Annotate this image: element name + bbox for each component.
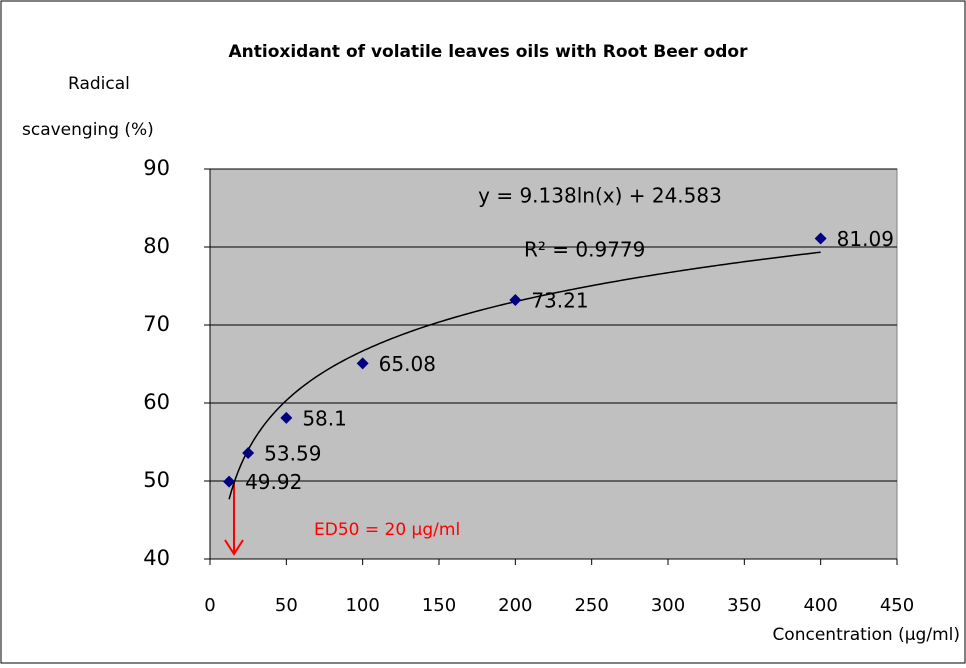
data-point bbox=[509, 293, 522, 306]
data-label: 53.59 bbox=[264, 441, 321, 465]
y-axis-label: scavenging (%) bbox=[22, 120, 154, 140]
annotation: ED50 = 20 µg/ml bbox=[314, 520, 460, 540]
x-tick-label: 150 bbox=[422, 595, 456, 616]
data-point bbox=[814, 232, 827, 245]
x-tick-label: 50 bbox=[275, 595, 298, 616]
data-point bbox=[242, 446, 255, 459]
data-point bbox=[280, 411, 293, 424]
chart-title: Antioxidant of volatile leaves oils with… bbox=[228, 42, 748, 62]
data-point bbox=[223, 475, 236, 488]
y-tick-label: 50 bbox=[143, 468, 170, 492]
y-tick-label: 70 bbox=[143, 312, 170, 336]
x-tick-label: 100 bbox=[345, 595, 379, 616]
x-axis-label: Concentration (µg/ml) bbox=[772, 625, 960, 645]
x-tick-label: 250 bbox=[574, 595, 608, 616]
plot-area bbox=[209, 168, 898, 560]
x-tick-label: 400 bbox=[803, 595, 837, 616]
y-axis-label: Radical bbox=[68, 74, 130, 94]
x-tick-label: 0 bbox=[204, 595, 215, 616]
trendline-equation: y = 9.138ln(x) + 24.583 bbox=[478, 184, 722, 208]
data-label: 81.09 bbox=[837, 227, 894, 251]
x-tick-label: 300 bbox=[651, 595, 685, 616]
y-tick-label: 80 bbox=[143, 234, 170, 258]
data-point bbox=[356, 357, 369, 370]
y-tick-label: 40 bbox=[143, 546, 170, 570]
trendline-r-squared: R² = 0.9779 bbox=[524, 238, 645, 262]
data-label: 73.21 bbox=[531, 288, 588, 312]
data-label: 58.1 bbox=[302, 406, 347, 430]
x-tick-label: 450 bbox=[880, 595, 914, 616]
y-tick-label: 60 bbox=[143, 390, 170, 414]
data-label: 49.92 bbox=[245, 470, 302, 494]
x-tick-label: 200 bbox=[498, 595, 532, 616]
y-tick-label: 90 bbox=[143, 156, 170, 180]
x-tick-label: 350 bbox=[727, 595, 761, 616]
ed50-arrowhead bbox=[224, 539, 244, 556]
data-label: 65.08 bbox=[379, 352, 436, 376]
trendline bbox=[228, 251, 821, 500]
